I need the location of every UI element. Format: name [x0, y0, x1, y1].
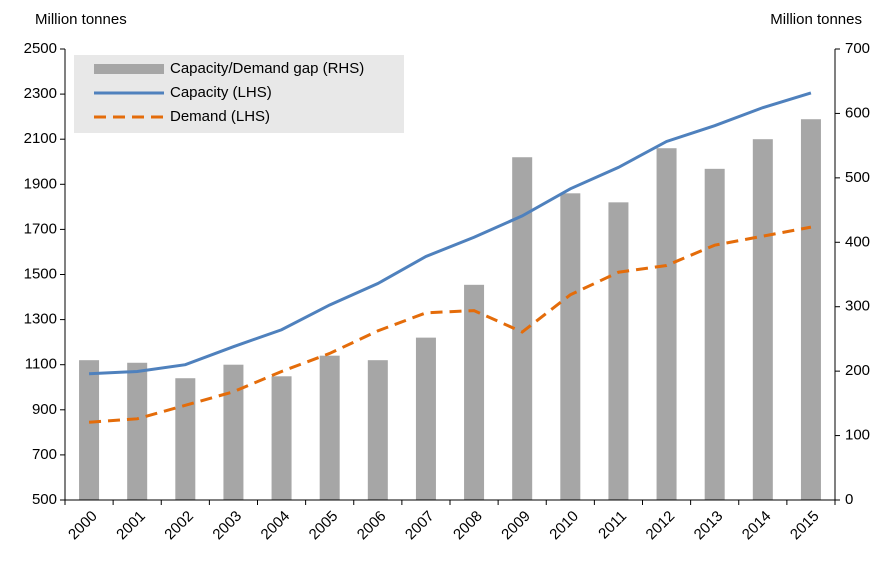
y-axis-label: Million tonnes — [35, 11, 127, 28]
bar — [415, 337, 436, 500]
bar — [752, 139, 773, 500]
bar — [367, 360, 388, 500]
y2-tick-label: 0 — [845, 491, 853, 508]
y-tick-label: 700 — [32, 446, 57, 463]
x-tick-label: 2012 — [643, 508, 679, 544]
x-tick-label: 2011 — [595, 508, 630, 543]
bar — [512, 157, 533, 501]
y-tick-label: 1100 — [25, 356, 57, 373]
y-tick-label: 500 — [32, 491, 57, 508]
line — [88, 91, 812, 376]
x-tick-label: 2014 — [739, 508, 775, 544]
y-tick-label: 1900 — [24, 175, 57, 192]
x-tick-label: 2013 — [691, 508, 727, 544]
x-tick-label: 2004 — [258, 508, 294, 544]
y2-tick-label: 400 — [845, 233, 870, 250]
y-tick-label: 1500 — [24, 265, 57, 282]
x-tick-label: 2009 — [498, 508, 534, 544]
x-tick-label: 2007 — [402, 508, 438, 544]
bar — [560, 193, 581, 500]
y-tick-label: 2500 — [24, 40, 57, 57]
x-tick-label: 2008 — [450, 508, 486, 544]
bar — [79, 360, 100, 500]
x-tick-label: 2000 — [65, 508, 101, 544]
line — [88, 225, 812, 424]
legend-label: Capacity/Demand gap (RHS) — [170, 60, 364, 77]
bar — [223, 364, 244, 500]
y2-axis-label: Million tonnes — [770, 11, 862, 28]
legend-swatch — [94, 64, 164, 74]
legend-label: Capacity (LHS) — [170, 84, 272, 101]
bar — [656, 148, 677, 500]
bar — [464, 284, 485, 500]
bar — [271, 376, 292, 500]
x-tick-label: 2003 — [209, 508, 245, 544]
x-tick-label: 2006 — [354, 508, 390, 544]
legend-label: Demand (LHS) — [170, 108, 270, 125]
x-tick-label: 2002 — [161, 508, 197, 544]
y-tick-label: 2100 — [24, 130, 57, 147]
y-tick-label: 1700 — [24, 220, 57, 237]
bar — [319, 355, 340, 500]
y2-tick-label: 300 — [845, 298, 870, 315]
y2-tick-label: 100 — [845, 427, 870, 444]
y2-tick-label: 600 — [845, 104, 870, 121]
y2-tick-label: 500 — [845, 169, 870, 186]
y-tick-label: 900 — [32, 401, 57, 418]
y2-tick-label: 700 — [845, 40, 870, 57]
y2-tick-label: 200 — [845, 362, 870, 379]
x-tick-label: 2001 — [113, 508, 149, 544]
bar — [175, 378, 196, 500]
x-tick-label: 2010 — [546, 508, 582, 544]
bar — [800, 119, 821, 500]
bar — [608, 202, 629, 500]
y-tick-label: 2300 — [24, 85, 57, 102]
x-tick-label: 2005 — [306, 508, 342, 544]
y-tick-label: 1300 — [24, 311, 57, 328]
x-tick-label: 2015 — [787, 508, 823, 544]
bar — [704, 168, 725, 500]
bar — [127, 362, 148, 500]
